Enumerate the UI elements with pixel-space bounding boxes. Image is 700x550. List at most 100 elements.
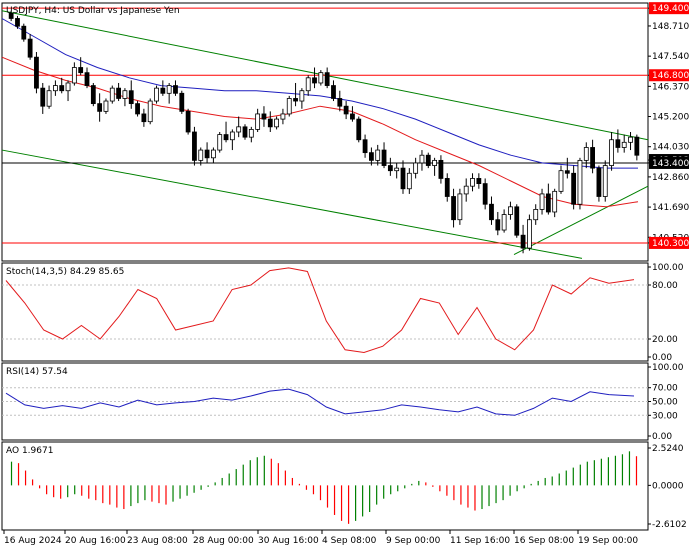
candle-body <box>46 90 52 107</box>
candle-body <box>97 103 103 112</box>
candle <box>40 82 46 114</box>
candle <box>255 108 261 132</box>
candle <box>596 165 602 202</box>
time-tick-label: 4 Sep 08:00 <box>322 536 377 546</box>
candle-body <box>8 12 14 19</box>
candle <box>470 173 475 192</box>
candle <box>571 165 577 210</box>
candle-body <box>628 136 633 143</box>
candle-body <box>343 105 349 115</box>
candle-body <box>508 206 513 215</box>
candle <box>8 10 14 22</box>
candle <box>400 160 406 194</box>
candle <box>356 116 362 143</box>
candle-body <box>173 85 178 94</box>
candle-body <box>463 185 469 195</box>
candle-body <box>255 113 261 130</box>
candle-body <box>533 208 539 221</box>
candle-body <box>15 18 20 27</box>
candle <box>141 108 147 127</box>
candle <box>552 188 558 218</box>
candle-body <box>185 110 191 133</box>
candle <box>59 77 65 94</box>
candle <box>147 98 153 125</box>
candle-body <box>198 149 204 161</box>
candle <box>539 188 545 215</box>
candle <box>577 157 583 210</box>
candle <box>223 121 229 143</box>
candle <box>337 90 343 112</box>
candle-body <box>596 167 602 197</box>
candle-body <box>141 113 147 123</box>
candle-body <box>501 214 507 231</box>
slow-moving-average-line <box>1 18 638 169</box>
candle <box>331 80 336 102</box>
candle <box>545 183 551 215</box>
candle-body <box>90 85 96 105</box>
candle-body <box>21 25 27 40</box>
candle <box>299 88 305 109</box>
candle <box>53 80 58 96</box>
candle-body <box>583 147 589 161</box>
price-pane[interactable] <box>1 7 649 259</box>
candle-body <box>470 178 475 187</box>
rsi-label: RSI(14) 57.54 <box>6 367 68 377</box>
candle <box>508 201 513 220</box>
ao-frame <box>1 441 649 531</box>
candle <box>229 129 235 151</box>
candle-body <box>457 193 463 221</box>
stoch-tick-label: 0.00 <box>652 353 672 363</box>
candle <box>432 157 438 176</box>
candle <box>154 85 159 104</box>
candle-body <box>337 98 343 107</box>
candle-body <box>400 167 406 190</box>
rsi-pane[interactable] <box>2 387 648 416</box>
candle-body <box>514 206 520 236</box>
candle-body <box>40 87 46 107</box>
candle <box>204 142 210 163</box>
candle-body <box>577 159 583 205</box>
candle-body <box>305 77 311 92</box>
candle <box>242 124 248 140</box>
candle-body <box>84 72 90 86</box>
candle <box>425 152 431 169</box>
candle-body <box>103 100 109 112</box>
candle-body <box>356 118 362 141</box>
price-tick-label: 147.540 <box>652 52 689 62</box>
candle <box>457 188 463 225</box>
candle <box>192 126 197 166</box>
candle-body <box>350 113 355 120</box>
candle <box>381 142 387 169</box>
candle <box>293 82 298 107</box>
candle <box>438 155 444 184</box>
candle-body <box>71 67 77 84</box>
candle <box>185 108 191 135</box>
candle <box>476 173 482 189</box>
candle <box>520 224 526 254</box>
stoch-frame <box>1 262 649 362</box>
candle-body <box>154 87 159 102</box>
candle-body <box>242 126 248 138</box>
time-tick-label: 16 Aug 2024 <box>4 536 62 546</box>
candle-body <box>387 165 393 172</box>
awesome-oscillator-pane[interactable] <box>10 451 638 524</box>
candle-body <box>413 162 419 174</box>
rsi-tick-label: 30.00 <box>652 411 678 421</box>
candle <box>210 147 216 163</box>
candle <box>248 126 254 143</box>
candle <box>90 82 96 107</box>
stochastic-label: Stoch(14,3,5) 84.29 85.65 <box>6 267 124 277</box>
rsi-tick-label: 50.00 <box>652 398 678 408</box>
candle <box>116 82 121 102</box>
candle-body <box>615 139 621 148</box>
stochastic-pane[interactable] <box>2 267 648 354</box>
candle <box>173 80 178 96</box>
candle-body <box>419 154 425 164</box>
candle <box>84 67 90 89</box>
candle-body <box>432 159 438 166</box>
candle <box>609 132 614 171</box>
candle-body <box>476 178 482 185</box>
candle-body <box>236 126 242 133</box>
